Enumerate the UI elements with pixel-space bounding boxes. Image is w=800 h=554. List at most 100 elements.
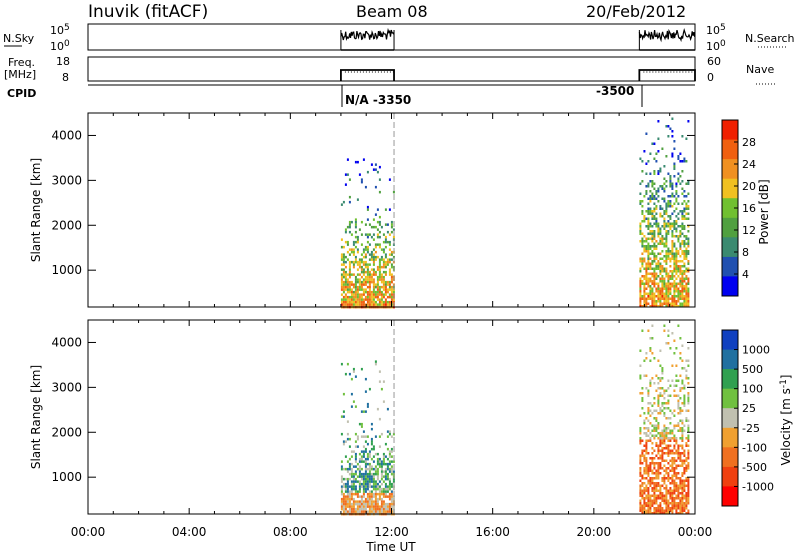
data-cell (679, 270, 682, 273)
data-cell (360, 178, 363, 181)
data-cell (647, 227, 650, 230)
data-cell (388, 510, 391, 513)
data-cell (673, 167, 676, 170)
data-cell (360, 495, 363, 498)
data-cell (649, 280, 652, 283)
data-cell (655, 509, 658, 512)
data-cell (651, 230, 654, 233)
data-cell (370, 250, 373, 254)
data-cell (659, 462, 662, 465)
data-cell (679, 260, 682, 263)
data-cell (685, 467, 688, 470)
data-cell (655, 257, 658, 260)
data-cell (679, 444, 682, 447)
data-cell (342, 442, 345, 446)
data-cell (655, 494, 658, 497)
data-cell (356, 467, 359, 471)
data-cell (645, 387, 648, 390)
data-cell (673, 300, 676, 303)
data-cell (641, 509, 644, 512)
data-cell (360, 260, 363, 264)
data-cell (665, 499, 668, 502)
data-cell (671, 185, 674, 188)
data-cell (649, 252, 652, 255)
data-cell (687, 409, 690, 412)
data-cell (675, 477, 678, 480)
data-cell (378, 220, 381, 224)
data-cell (374, 495, 377, 498)
data-cell (639, 457, 642, 460)
data-cell (372, 225, 375, 229)
data-cell (641, 397, 644, 400)
data-cell (388, 495, 391, 498)
data-cell (362, 283, 365, 286)
data-cell (685, 207, 688, 210)
data-cell (643, 497, 646, 500)
data-cell (683, 487, 686, 490)
data-cell (657, 297, 660, 300)
data-cell (673, 162, 676, 165)
data-cell (370, 280, 373, 284)
data-cell (366, 293, 369, 296)
data-cell (372, 445, 375, 448)
data-cell (368, 270, 371, 274)
data-cell (645, 287, 648, 290)
data-cell (679, 285, 682, 288)
data-cell (679, 419, 682, 422)
data-cell (651, 180, 654, 183)
data-cell (671, 240, 674, 243)
data-cell (342, 283, 345, 286)
data-cell (368, 387, 371, 391)
data-cell (641, 257, 644, 260)
data-cell (651, 494, 654, 497)
data-cell (655, 222, 658, 225)
data-cell (685, 419, 688, 422)
data-cell (651, 300, 654, 303)
data-cell (362, 273, 365, 276)
data-cell (649, 469, 652, 472)
data-cell (687, 217, 690, 220)
data-cell (649, 462, 652, 465)
data-cell (673, 175, 676, 178)
data-cell (661, 377, 664, 380)
data-cell (681, 419, 684, 422)
data-cell (657, 457, 660, 460)
data-cell (649, 195, 652, 198)
data-cell (364, 480, 367, 483)
data-cell (366, 502, 369, 506)
data-cell (657, 170, 660, 173)
data-cell (645, 469, 648, 472)
data-cell (645, 270, 648, 273)
data-cell (659, 300, 662, 303)
data-cell (342, 303, 345, 306)
data-cell (667, 277, 670, 280)
data-cell (384, 260, 387, 264)
data-cell (665, 429, 668, 432)
data-cell (655, 424, 658, 427)
data-cell (344, 280, 347, 284)
data-cell (348, 445, 351, 448)
data-cell (344, 230, 347, 234)
data-cell (659, 277, 662, 280)
data-cell (360, 303, 363, 306)
data-cell (374, 283, 377, 286)
data-cell (653, 472, 656, 475)
data-cell (661, 477, 664, 480)
data-cell (657, 447, 660, 450)
data-cell (665, 469, 668, 472)
data-cell (639, 290, 642, 293)
data-cell (655, 255, 658, 258)
data-cell (352, 510, 355, 513)
data-cell (372, 168, 375, 171)
data-cell (659, 262, 662, 265)
data-cell (380, 280, 383, 284)
data-cell (665, 407, 668, 410)
data-cell (661, 280, 664, 283)
data-cell (651, 250, 654, 253)
data-cell (382, 248, 385, 251)
data-cell (368, 285, 371, 289)
data-cell (354, 405, 357, 408)
data-cell (673, 242, 676, 245)
data-cell (677, 472, 680, 475)
data-cell (675, 459, 678, 462)
